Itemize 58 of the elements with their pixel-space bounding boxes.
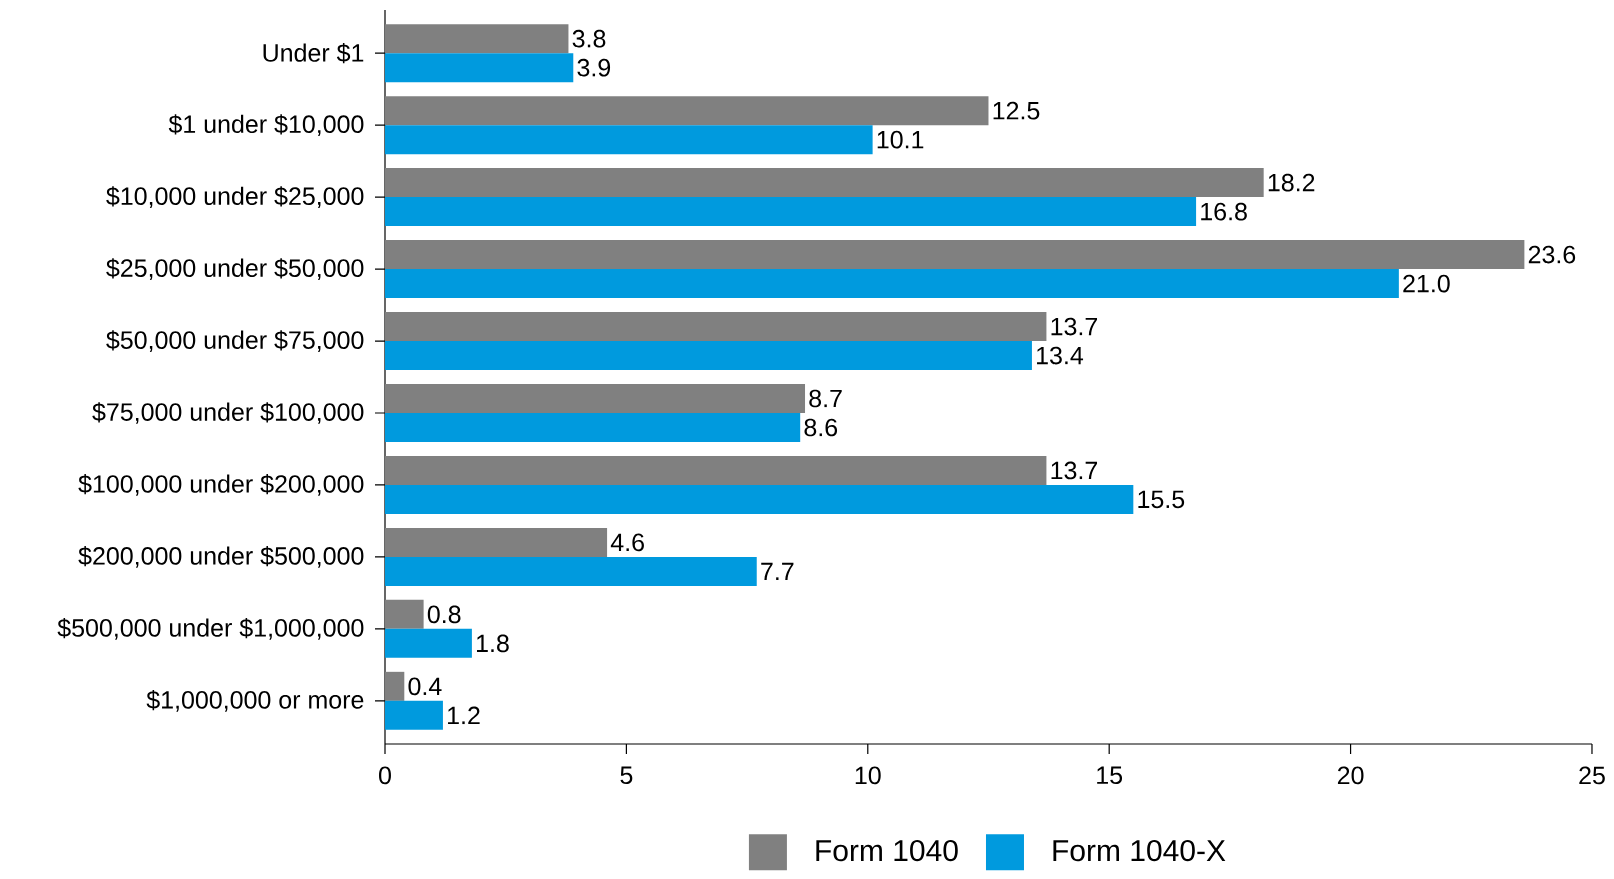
data-label: 1.8 [477,634,509,653]
data-label: 13.4 [1037,346,1084,365]
bar [385,168,1264,198]
bar [385,671,405,701]
bar [385,240,1525,270]
data-label: 12.5 [993,101,1040,120]
bar [385,53,574,83]
bar [385,556,757,586]
data-label: 18.2 [1268,173,1315,192]
data-label: 13.7 [1051,461,1098,480]
data-label: 3.8 [572,29,606,48]
bar [385,383,806,413]
bar [385,125,873,155]
data-label: 23.6 [1528,245,1576,264]
bar [385,484,1134,514]
data-label: 3.9 [577,58,611,77]
bar [385,599,424,629]
y-tick-label: $10,000 under $25,000 [106,186,364,208]
y-tick-label: $75,000 under $100,000 [92,402,364,424]
legend-label: Form 1040-X [1053,839,1226,862]
bar [385,341,1032,371]
y-tick-label: $50,000 under $75,000 [106,330,364,352]
bar [385,269,1399,299]
y-tick-label: $500,000 under $1,000,000 [57,618,364,640]
x-tick-label: 0 [379,766,391,785]
bar [385,96,989,126]
bar [385,700,443,730]
bar [385,312,1047,342]
y-tick-label: $100,000 under $200,000 [78,474,364,496]
bar [385,455,1047,485]
data-label: 15.5 [1138,490,1185,509]
x-tick-label: 15 [1097,766,1123,784]
bar [385,527,608,557]
data-label: 1.2 [448,706,480,725]
y-tick-label: $200,000 under $500,000 [78,546,364,568]
bar [385,628,472,658]
data-label: 8.6 [804,418,838,437]
bar [385,24,569,54]
data-label: 7.7 [761,562,794,581]
data-label: 8.7 [809,389,842,408]
data-label: 13.7 [1051,317,1098,336]
bar [385,412,801,442]
data-label: 0.8 [427,605,461,624]
y-tick-label: $25,000 under $50,000 [106,258,364,280]
x-tick-label: 25 [1579,766,1605,785]
y-tick-label: Under $1 [263,43,364,64]
y-tick-label: $1 under $10,000 [168,114,364,136]
legend-label: Form 1040 [816,839,958,862]
data-label: 21.0 [1403,274,1450,293]
data-label: 10.1 [877,130,924,149]
x-tick-label: 10 [855,766,881,785]
data-label: 4.6 [610,533,644,552]
data-label: 0.4 [408,677,442,696]
x-tick-label: 5 [620,766,633,784]
bar [385,197,1197,227]
x-tick-label: 20 [1337,766,1364,785]
y-tick-label: $1,000,000 or more [146,689,364,712]
data-label: 16.8 [1201,202,1247,221]
